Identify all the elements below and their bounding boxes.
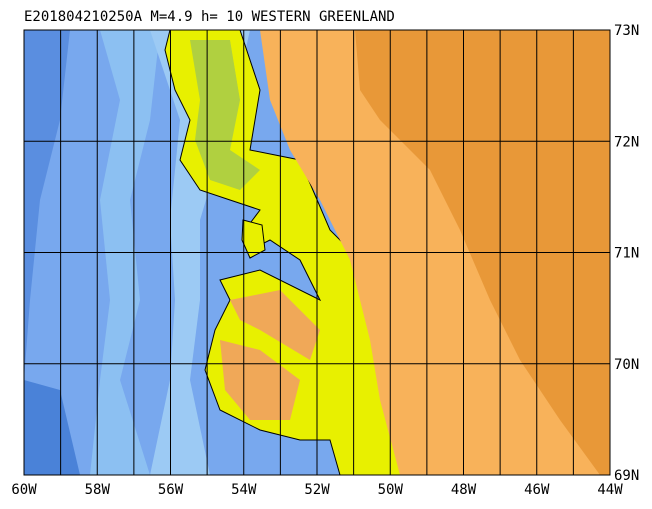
deep-ocean: [24, 30, 70, 380]
map-area: [23, 29, 611, 476]
map-frame: [23, 29, 611, 476]
lon-label: 52W: [304, 482, 330, 498]
lon-label: 50W: [378, 482, 404, 498]
map-title: E201804210250A M=4.9 h= 10 WESTERN GREEN…: [24, 9, 395, 25]
lat-label: 71N: [614, 246, 639, 262]
lon-label: 56W: [158, 482, 184, 498]
lon-label: 44W: [597, 482, 623, 498]
lon-label: 54W: [231, 482, 257, 498]
lat-label: 72N: [614, 134, 639, 150]
island: [241, 219, 266, 259]
lat-label: 70N: [614, 357, 639, 373]
lat-label: 73N: [614, 23, 639, 39]
lat-label: 69N: [614, 468, 639, 484]
deep-ocean: [24, 380, 80, 475]
lon-label: 58W: [85, 482, 111, 498]
lon-label: 60W: [11, 482, 37, 498]
lon-label: 48W: [451, 482, 477, 498]
lon-label: 46W: [524, 482, 550, 498]
land-highland: [230, 290, 320, 360]
graticule: [23, 29, 611, 476]
